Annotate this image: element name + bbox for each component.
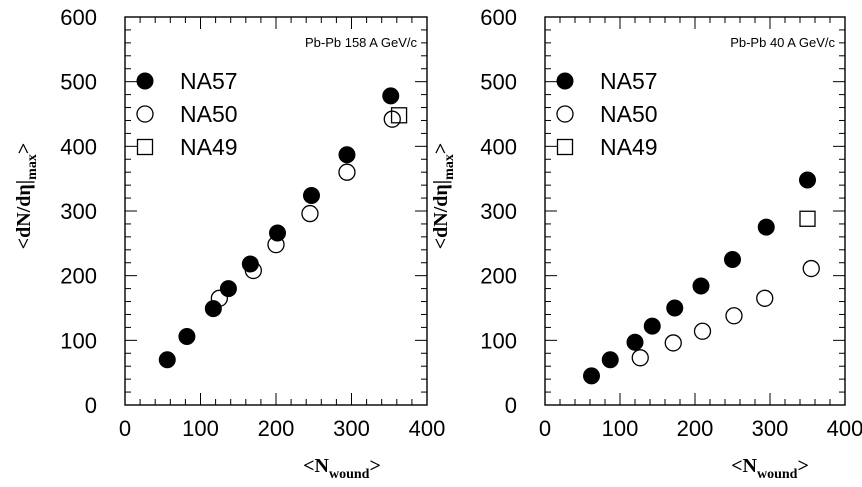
chart-panel-1: 0 100 200 300 400 0 100 200 300 400 500 600 Pb-Pb 15… [13,5,445,482]
y-tick-label: 200 [480,264,517,289]
x-tick-label: 300 [752,416,789,441]
data-point [666,299,684,317]
data-point [390,107,408,124]
y-tick-label: 0 [505,393,517,418]
data-point [626,333,644,351]
data-point [664,334,682,352]
legend-label: NA57 [180,68,238,94]
y-tick-label: 300 [480,199,517,224]
data-point [601,351,619,369]
data-point [799,171,816,189]
x-tick-label: 200 [258,416,295,441]
data-point [757,218,775,236]
y-axis-title: <dN/dη|max> [430,143,457,249]
chart-panel-2: 0 100 200 300 400 0 100 200 300 400 500 600 Pb-Pb 40… [430,5,862,482]
data-point [269,224,287,242]
y-axis-title: <dN/dη|max> [13,143,40,249]
data-point [219,280,237,298]
x-tick-label: 400 [409,416,446,441]
data-point [210,289,229,307]
y-tick-label: 500 [480,70,517,95]
data-point [693,322,712,340]
legend-marker [556,138,574,156]
data-point [631,349,649,367]
legend-marker [556,105,574,123]
y-tick-label: 300 [60,199,97,224]
data-point [244,261,263,280]
legend-marker [136,138,154,156]
x-tick-label: 0 [539,416,551,441]
legend-label: NA49 [180,134,238,160]
data-point [725,307,743,325]
y-tick-label: 100 [60,328,97,353]
data-point [799,210,816,227]
x-tick-label: 200 [677,416,714,441]
legend-label: NA57 [600,68,658,94]
y-tick-label: 100 [480,328,517,353]
data-point [204,300,222,318]
legend-label: NA49 [600,134,658,160]
legend-marker [136,105,154,123]
legend-label: NA50 [600,101,658,127]
data-point [643,317,661,335]
legend-label: NA50 [180,101,238,127]
y-tick-label: 200 [60,264,97,289]
y-tick-label: 400 [480,134,517,159]
x-tick-label: 400 [827,416,862,441]
data-point [756,289,774,307]
collision-annotation: Pb-Pb 158 A GeV/c [305,35,418,50]
y-tick-label: 600 [480,5,517,30]
x-tick-label: 0 [119,416,131,441]
y-tick-label: 0 [85,393,97,418]
legend-marker [556,72,574,90]
data-point [267,235,285,254]
y-tick-label: 400 [60,134,97,159]
y-tick-label: 600 [60,5,97,30]
data-point [301,204,319,223]
y-tick-label: 500 [60,70,97,95]
data-point [178,327,196,345]
data-point [583,367,600,385]
data-point [724,251,741,268]
data-point [241,255,259,273]
data-point [802,259,820,278]
data-point [382,87,400,105]
legend-marker [136,72,154,90]
x-axis-title: <Nwound> [303,455,381,482]
collision-annotation: Pb-Pb 40 A GeV/c [730,35,835,50]
data-point [383,110,401,128]
x-tick-label: 100 [602,416,639,441]
data-point [158,351,176,369]
plot-frame [124,16,428,406]
data-point [302,186,320,204]
x-tick-label: 100 [182,416,219,441]
x-tick-label: 300 [333,416,370,441]
data-point [338,146,356,164]
x-axis-title: <Nwound> [731,455,809,482]
data-point [338,163,356,181]
data-point [692,277,710,295]
